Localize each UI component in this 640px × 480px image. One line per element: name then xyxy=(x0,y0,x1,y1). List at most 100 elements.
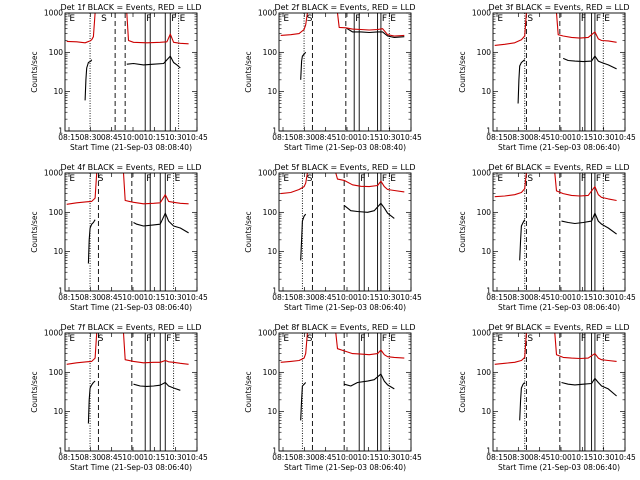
series-lld-line xyxy=(126,12,189,45)
x-tick-label: 08:45 xyxy=(101,133,123,142)
marker-label: E xyxy=(604,174,610,184)
chart-panel-8f: Det 8f BLACK = Events, RED = LLD Counts/s… xyxy=(244,323,422,472)
marker-label: F xyxy=(166,174,171,184)
x-tick-label: 10:15 xyxy=(144,453,166,462)
marker-label: S xyxy=(101,14,107,24)
y-tick-label: 100 xyxy=(49,208,64,217)
marker-label: F xyxy=(171,14,176,24)
x-tick-label: 10:45 xyxy=(186,133,208,142)
y-tick-label: 10 xyxy=(53,87,63,96)
x-tick-label: 10:30 xyxy=(379,133,401,142)
y-axis-label: Counts/sec xyxy=(458,211,467,252)
marker-label: S xyxy=(98,174,104,184)
plot-frame xyxy=(492,172,626,292)
y-tick-label: 1 xyxy=(58,127,63,136)
series-events-line xyxy=(343,202,395,219)
series-lld-line xyxy=(336,12,405,37)
series-events-line xyxy=(300,213,307,261)
y-tick-label: 1 xyxy=(486,127,491,136)
y-tick-label: 10 xyxy=(53,407,63,416)
marker-label: F xyxy=(360,174,365,184)
marker-label: E xyxy=(69,14,75,24)
x-tick-label: 10:00 xyxy=(336,453,358,462)
marker-label: F xyxy=(382,174,387,184)
chart-title: Det 9f BLACK = Events, RED = LLD xyxy=(488,323,629,332)
x-tick-label: 08:45 xyxy=(315,293,337,302)
marker-label: F xyxy=(596,174,601,184)
x-tick-label: 10:00 xyxy=(122,453,144,462)
series-lld-line xyxy=(494,332,527,365)
x-tick-label: 08:30 xyxy=(508,453,530,462)
x-tick-label: 10:30 xyxy=(379,453,401,462)
x-tick-label: 08:30 xyxy=(294,293,316,302)
x-tick-label: 08:45 xyxy=(101,293,123,302)
x-tick-label: 10:00 xyxy=(550,293,572,302)
marker-label: F xyxy=(596,334,601,344)
x-tick-label: 10:15 xyxy=(358,293,380,302)
series-lld-line xyxy=(66,12,96,44)
series-events-line xyxy=(84,59,93,101)
marker-label: E xyxy=(283,14,289,24)
x-tick-label: 10:15 xyxy=(358,453,380,462)
x-tick-label: 08:45 xyxy=(101,453,123,462)
y-tick-label: 1 xyxy=(486,287,491,296)
y-tick-label: 10 xyxy=(267,247,277,256)
x-tick-label: 10:45 xyxy=(614,293,636,302)
marker-label: E xyxy=(497,334,503,344)
y-tick-label: 1 xyxy=(272,287,277,296)
y-tick-label: 100 xyxy=(263,368,278,377)
y-tick-label: 1 xyxy=(58,287,63,296)
plot-frame xyxy=(278,172,412,292)
y-tick-label: 1000 xyxy=(472,169,491,178)
chart-title: Det 5f BLACK = Events, RED = LLD xyxy=(274,163,415,172)
y-tick-label: 1 xyxy=(272,127,277,136)
chart-panel-6f: Det 6f BLACK = Events, RED = LLD Counts/s… xyxy=(458,163,636,312)
x-tick-label: 10:30 xyxy=(165,453,187,462)
marker-label: S xyxy=(307,334,313,344)
x-tick-label: 10:30 xyxy=(379,293,401,302)
y-tick-label: 100 xyxy=(263,208,278,217)
x-tick-label: 10:15 xyxy=(144,293,166,302)
x-tick-label: 10:45 xyxy=(400,293,422,302)
y-tick-label: 1 xyxy=(58,447,63,456)
x-tick-label: 08:15 xyxy=(486,133,508,142)
x-tick-label: 08:30 xyxy=(294,133,316,142)
x-tick-label: 08:30 xyxy=(294,453,316,462)
x-tick-label: 08:45 xyxy=(315,453,337,462)
x-tick-label: 08:15 xyxy=(58,133,80,142)
marker-label: E xyxy=(69,174,75,184)
chart-panel-1f: Det 1f BLACK = Events, RED = LLD Counts/s… xyxy=(30,3,208,152)
y-tick-label: 10 xyxy=(53,247,63,256)
series-lld-line xyxy=(66,172,98,205)
chart-title: Det 1f BLACK = Events, RED = LLD xyxy=(60,3,201,12)
x-tick-label: 08:30 xyxy=(80,453,102,462)
marker-label: E xyxy=(604,334,610,344)
series-events-line xyxy=(519,219,526,261)
series-events-line xyxy=(561,377,617,397)
series-events-line xyxy=(300,382,307,421)
y-tick-label: 100 xyxy=(49,368,64,377)
plot-frame xyxy=(64,12,198,132)
marker-label: E xyxy=(497,14,503,24)
y-tick-label: 1000 xyxy=(472,329,491,338)
series-lld-line xyxy=(280,332,308,363)
marker-label: E xyxy=(175,334,181,344)
plot-frame xyxy=(492,332,626,452)
x-axis-label: Start Time (21-Sep-03 08:06:40) xyxy=(284,463,406,472)
marker-label: F xyxy=(581,334,586,344)
marker-label: S xyxy=(527,14,533,24)
x-tick-label: 08:30 xyxy=(508,293,530,302)
x-tick-label: 10:45 xyxy=(186,293,208,302)
x-tick-label: 10:15 xyxy=(144,133,166,142)
x-tick-label: 08:30 xyxy=(508,133,530,142)
marker-label: S xyxy=(527,174,533,184)
series-events-line xyxy=(133,212,189,234)
y-tick-label: 1000 xyxy=(472,9,491,18)
marker-label: E xyxy=(390,334,396,344)
plot-frame xyxy=(64,172,198,292)
chart-title: Det 7f BLACK = Events, RED = LLD xyxy=(60,323,201,332)
y-tick-label: 10 xyxy=(481,407,491,416)
series-lld-line xyxy=(494,12,527,46)
y-axis-label: Counts/sec xyxy=(244,51,253,92)
